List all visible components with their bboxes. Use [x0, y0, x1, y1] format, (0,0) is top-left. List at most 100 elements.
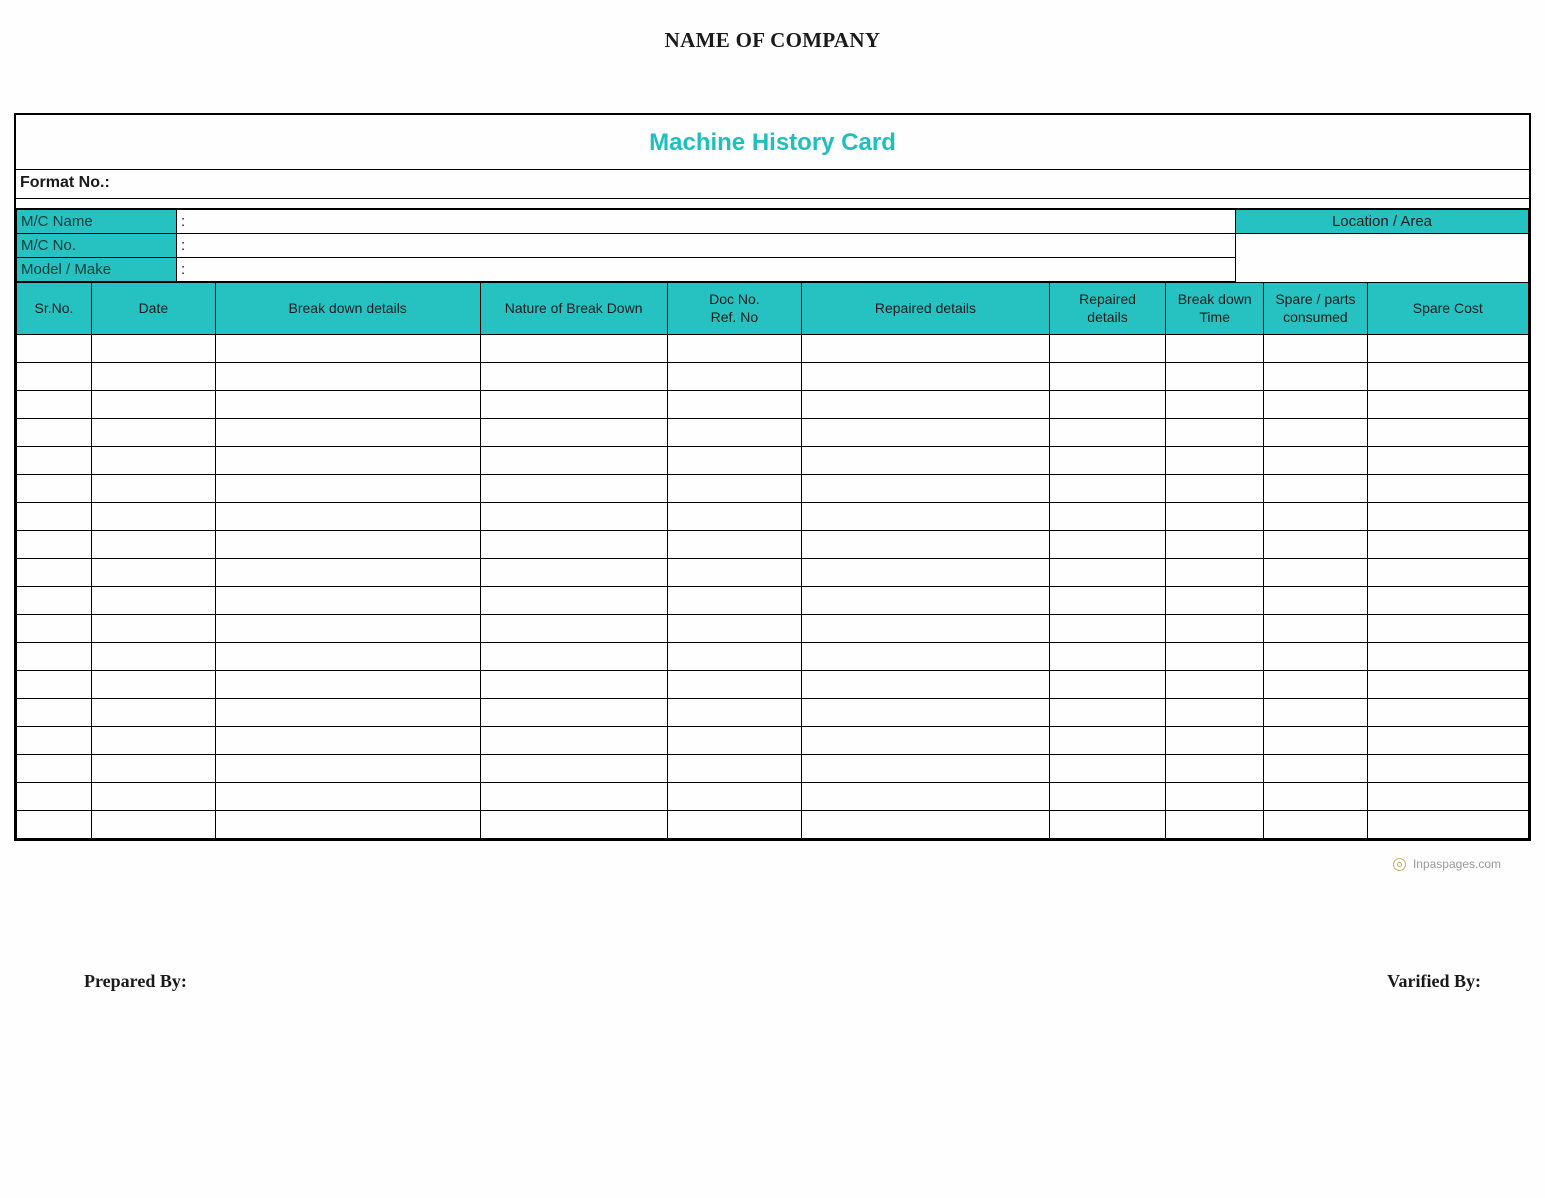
cell-bd_time[interactable]	[1166, 671, 1264, 699]
cell-rep_det2[interactable]	[1049, 391, 1165, 419]
cell-spares[interactable]	[1264, 615, 1367, 643]
cell-rep_det2[interactable]	[1049, 699, 1165, 727]
cell-docno[interactable]	[667, 783, 801, 811]
cell-spares[interactable]	[1264, 671, 1367, 699]
cell-rep_det2[interactable]	[1049, 447, 1165, 475]
cell-nature[interactable]	[480, 615, 667, 643]
cell-spares[interactable]	[1264, 727, 1367, 755]
cell-repaired[interactable]	[802, 671, 1050, 699]
cell-cost[interactable]	[1367, 671, 1528, 699]
cell-cost[interactable]	[1367, 391, 1528, 419]
cell-srno[interactable]	[17, 419, 92, 447]
cell-repaired[interactable]	[802, 643, 1050, 671]
cell-spares[interactable]	[1264, 363, 1367, 391]
cell-bd_time[interactable]	[1166, 755, 1264, 783]
cell-cost[interactable]	[1367, 447, 1528, 475]
cell-bd_time[interactable]	[1166, 335, 1264, 363]
cell-rep_det2[interactable]	[1049, 811, 1165, 839]
cell-srno[interactable]	[17, 811, 92, 839]
cell-bd_time[interactable]	[1166, 391, 1264, 419]
cell-bd_time[interactable]	[1166, 811, 1264, 839]
cell-docno[interactable]	[667, 699, 801, 727]
cell-repaired[interactable]	[802, 391, 1050, 419]
cell-bd_time[interactable]	[1166, 615, 1264, 643]
cell-spares[interactable]	[1264, 559, 1367, 587]
cell-bd_time[interactable]	[1166, 727, 1264, 755]
cell-date[interactable]	[91, 587, 215, 615]
cell-repaired[interactable]	[802, 475, 1050, 503]
cell-rep_det2[interactable]	[1049, 363, 1165, 391]
cell-date[interactable]	[91, 811, 215, 839]
cell-rep_det2[interactable]	[1049, 335, 1165, 363]
cell-nature[interactable]	[480, 363, 667, 391]
cell-cost[interactable]	[1367, 615, 1528, 643]
cell-bd_details[interactable]	[215, 503, 480, 531]
cell-cost[interactable]	[1367, 727, 1528, 755]
cell-srno[interactable]	[17, 503, 92, 531]
cell-date[interactable]	[91, 671, 215, 699]
cell-spares[interactable]	[1264, 447, 1367, 475]
cell-nature[interactable]	[480, 447, 667, 475]
cell-nature[interactable]	[480, 699, 667, 727]
cell-rep_det2[interactable]	[1049, 671, 1165, 699]
cell-bd_time[interactable]	[1166, 503, 1264, 531]
cell-cost[interactable]	[1367, 811, 1528, 839]
cell-nature[interactable]	[480, 755, 667, 783]
cell-cost[interactable]	[1367, 335, 1528, 363]
cell-bd_time[interactable]	[1166, 699, 1264, 727]
cell-spares[interactable]	[1264, 783, 1367, 811]
cell-rep_det2[interactable]	[1049, 419, 1165, 447]
cell-cost[interactable]	[1367, 475, 1528, 503]
cell-repaired[interactable]	[802, 559, 1050, 587]
cell-date[interactable]	[91, 755, 215, 783]
cell-date[interactable]	[91, 419, 215, 447]
cell-rep_det2[interactable]	[1049, 783, 1165, 811]
cell-cost[interactable]	[1367, 755, 1528, 783]
cell-docno[interactable]	[667, 727, 801, 755]
cell-bd_details[interactable]	[215, 783, 480, 811]
cell-cost[interactable]	[1367, 699, 1528, 727]
cell-cost[interactable]	[1367, 587, 1528, 615]
cell-cost[interactable]	[1367, 559, 1528, 587]
cell-bd_details[interactable]	[215, 615, 480, 643]
cell-date[interactable]	[91, 727, 215, 755]
cell-bd_details[interactable]	[215, 391, 480, 419]
cell-date[interactable]	[91, 783, 215, 811]
cell-docno[interactable]	[667, 531, 801, 559]
cell-repaired[interactable]	[802, 811, 1050, 839]
cell-docno[interactable]	[667, 503, 801, 531]
cell-spares[interactable]	[1264, 419, 1367, 447]
cell-docno[interactable]	[667, 643, 801, 671]
cell-bd_time[interactable]	[1166, 559, 1264, 587]
cell-srno[interactable]	[17, 783, 92, 811]
cell-cost[interactable]	[1367, 643, 1528, 671]
cell-bd_details[interactable]	[215, 755, 480, 783]
cell-docno[interactable]	[667, 671, 801, 699]
cell-nature[interactable]	[480, 811, 667, 839]
cell-docno[interactable]	[667, 363, 801, 391]
cell-bd_time[interactable]	[1166, 447, 1264, 475]
cell-spares[interactable]	[1264, 755, 1367, 783]
cell-nature[interactable]	[480, 419, 667, 447]
cell-repaired[interactable]	[802, 503, 1050, 531]
cell-srno[interactable]	[17, 559, 92, 587]
cell-cost[interactable]	[1367, 363, 1528, 391]
cell-docno[interactable]	[667, 335, 801, 363]
cell-docno[interactable]	[667, 419, 801, 447]
cell-nature[interactable]	[480, 559, 667, 587]
cell-bd_details[interactable]	[215, 587, 480, 615]
cell-bd_details[interactable]	[215, 531, 480, 559]
cell-cost[interactable]	[1367, 419, 1528, 447]
cell-rep_det2[interactable]	[1049, 615, 1165, 643]
mc-no-value[interactable]: :	[177, 234, 1236, 258]
cell-repaired[interactable]	[802, 783, 1050, 811]
cell-rep_det2[interactable]	[1049, 559, 1165, 587]
cell-bd_time[interactable]	[1166, 783, 1264, 811]
cell-bd_details[interactable]	[215, 447, 480, 475]
cell-bd_time[interactable]	[1166, 419, 1264, 447]
cell-repaired[interactable]	[802, 615, 1050, 643]
cell-spares[interactable]	[1264, 531, 1367, 559]
cell-date[interactable]	[91, 391, 215, 419]
cell-repaired[interactable]	[802, 755, 1050, 783]
cell-date[interactable]	[91, 699, 215, 727]
